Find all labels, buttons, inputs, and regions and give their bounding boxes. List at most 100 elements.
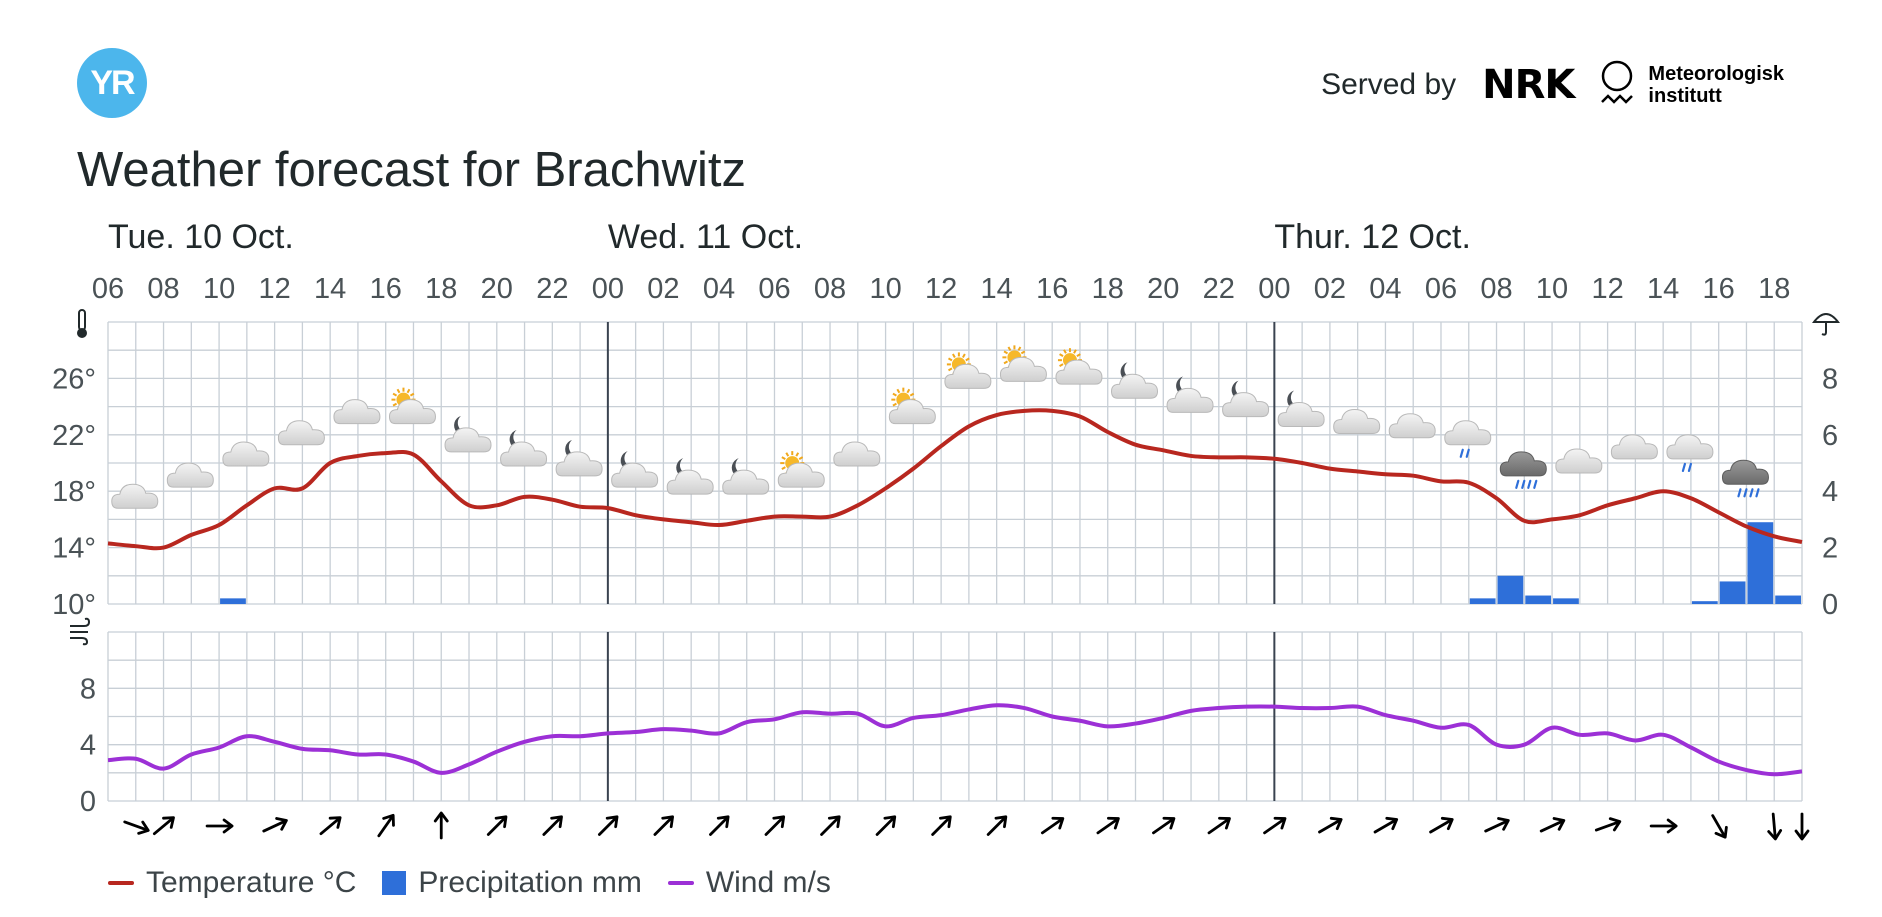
raindrop <box>1687 462 1693 472</box>
sun-cloud-icon <box>888 387 936 425</box>
sun-ray <box>392 402 398 407</box>
precipitation-tick-label: 6 <box>1822 420 1838 452</box>
legend-item: Wind m/s <box>667 866 831 900</box>
wind-arrow-head <box>1329 816 1343 831</box>
wind-arrow-shaft <box>764 816 785 836</box>
sun-cloud-icon <box>999 345 1047 382</box>
wind-arrow <box>1539 817 1566 833</box>
wind-arrow <box>709 815 730 836</box>
wind-arrow <box>1711 814 1728 839</box>
wind-arrow <box>653 815 675 836</box>
cloud-shape <box>1055 359 1103 385</box>
met-logo-line1: Meteorologisk <box>1648 63 1784 85</box>
wind-arrow-head <box>1218 816 1231 830</box>
sun-ray <box>781 456 786 460</box>
wind-arrow-shaft <box>597 816 618 836</box>
cloud-shape <box>999 356 1047 382</box>
wind-arrow-shaft <box>152 816 175 836</box>
wind-arrow <box>319 816 342 836</box>
temperature-line <box>107 408 1803 551</box>
umbrella-icon <box>1811 313 1841 336</box>
sun-cloud-icon <box>388 387 436 425</box>
wind-arrow <box>1096 816 1120 835</box>
hour-tick-label: 10 <box>869 273 901 305</box>
wind-arrow <box>597 815 619 836</box>
hour-tick-label: 18 <box>1758 273 1790 305</box>
sun-ray <box>1073 349 1077 354</box>
chart-legend: Temperature °C Precipitation mm Wind m/s <box>108 866 831 900</box>
wind-arrow <box>1207 816 1231 835</box>
sun-ray <box>392 392 398 397</box>
cloud-shape <box>277 420 325 446</box>
hour-tick-label: 08 <box>147 273 179 305</box>
wind-arrow-shaft <box>486 816 507 836</box>
wind-arrow-shaft <box>319 816 341 836</box>
wind-arrow <box>764 815 786 836</box>
day-label: Wed. 11 Oct. <box>608 218 803 256</box>
hour-tick-label: 12 <box>925 273 957 305</box>
cloud-shape <box>500 441 548 467</box>
hour-tick-label: 10 <box>203 273 235 305</box>
wind-arrow <box>123 820 150 835</box>
hour-tick-label: 06 <box>92 273 124 305</box>
precipitation-bar <box>1497 575 1524 604</box>
raindrop <box>1527 479 1532 489</box>
hour-tick-label: 14 <box>981 273 1013 305</box>
cloud-shape <box>388 399 436 425</box>
cloud-icon <box>1555 448 1603 474</box>
wind-arrow-head <box>939 815 952 829</box>
legend-label: Temperature °C <box>146 866 357 899</box>
wind-tick-label: 8 <box>80 673 96 705</box>
wind-arrow <box>1263 816 1287 835</box>
wind-arrow <box>1484 817 1510 833</box>
wind-arrow-head <box>716 815 730 829</box>
wind-icon-stroke <box>70 637 89 646</box>
cloud-shape <box>611 462 659 488</box>
sun-ray <box>947 357 953 362</box>
page-title: Weather forecast for Brachwitz <box>77 143 747 197</box>
legend-item: Precipitation mm <box>382 866 642 900</box>
sun-ray <box>1063 349 1067 354</box>
wind-arrow <box>205 818 234 834</box>
wind-arrow-head <box>1162 816 1176 830</box>
wind-arrow-shaft <box>1263 817 1286 835</box>
wind-arrow-shaft <box>1484 819 1509 833</box>
wind-arrow-head <box>550 815 563 829</box>
sun-ray <box>892 392 897 397</box>
wind-arrow-head <box>1051 816 1065 830</box>
cloud-shape <box>1388 413 1436 439</box>
sun-cloud-icon <box>777 451 825 488</box>
raindrop <box>1749 488 1754 498</box>
met-logo: Meteorologisk institutt <box>1600 60 1784 110</box>
sun-cloud-icon <box>1055 348 1103 385</box>
wind-arrow <box>1152 816 1176 835</box>
hour-tick-label: 12 <box>258 273 290 305</box>
cloud-shape <box>1222 392 1270 418</box>
raindrop <box>1521 479 1526 489</box>
cloud-shape <box>1333 409 1381 435</box>
hour-tick-label: 16 <box>1703 273 1735 305</box>
thermometer-icon-tube <box>78 309 86 331</box>
cloud-icon <box>333 399 381 425</box>
temperature-tick-label: 18° <box>52 476 96 508</box>
wind-arrow <box>820 815 841 836</box>
sun-ray <box>906 388 911 394</box>
dark-rain-cloud-icon <box>1499 451 1547 489</box>
cloud-shape <box>1166 387 1214 413</box>
wind-arrow-shaft <box>709 816 729 836</box>
wind-arrow <box>377 813 395 838</box>
wind-arrow-shaft <box>1318 818 1342 834</box>
wind-arrow-shaft <box>986 816 1007 836</box>
precipitation-bar <box>1553 598 1579 604</box>
dark-cloud-shape <box>1721 459 1769 485</box>
thermometer-icon <box>77 309 87 338</box>
hour-tick-label: 04 <box>703 273 735 305</box>
chart-axes: Tue. 10 Oct. Wed. 11 Oct. Thur. 12 Oct.06 0… <box>52 218 1841 818</box>
wind-arrow <box>262 817 288 833</box>
cloud-shape <box>166 462 214 488</box>
precipitation-bar <box>1719 581 1746 604</box>
hour-tick-label: 18 <box>425 273 457 305</box>
sun-ray <box>785 452 790 457</box>
dark-cloud-shape <box>1499 451 1547 477</box>
wind-arrow <box>1767 812 1783 841</box>
